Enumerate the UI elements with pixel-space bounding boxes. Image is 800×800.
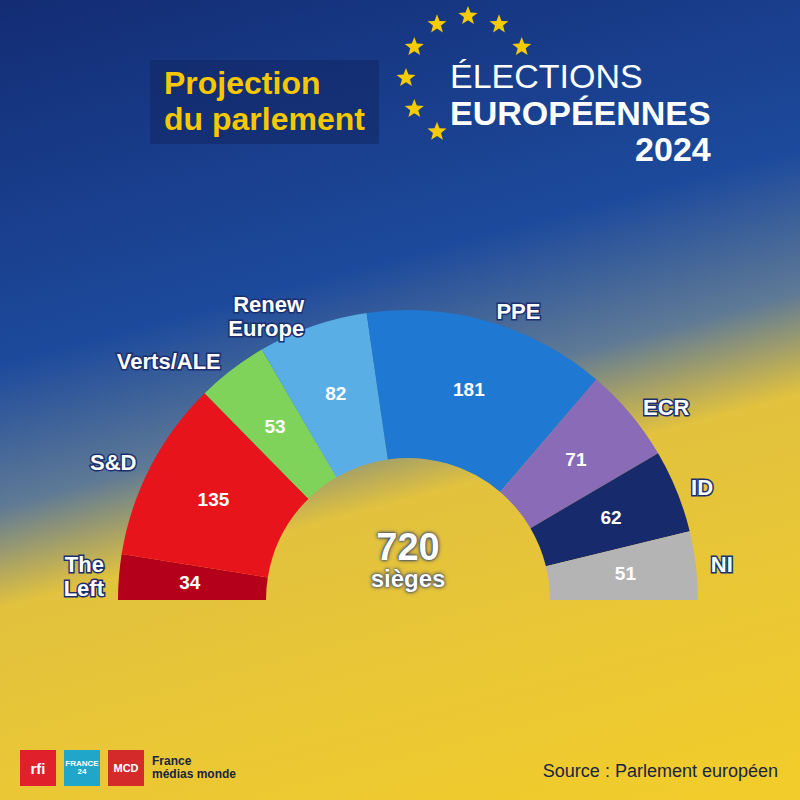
html-text:rfi: rfi — [30, 759, 46, 777]
html-text:France médias monde: France médias monde — [152, 754, 236, 781]
svg-text:S&D: S&D — [90, 450, 136, 475]
html-text:720: 720 — [376, 526, 440, 568]
html-text:Source : Parlement européen: Source : Parlement européen — [542, 761, 778, 781]
svg-text:ID: ID — [691, 475, 713, 500]
html-text:2024: 2024 — [635, 130, 711, 169]
svg-text:PPE: PPE — [496, 299, 540, 324]
svg-text:135: 135 — [198, 489, 230, 510]
html-text:sièges: sièges — [370, 565, 446, 592]
html-text:MCD: MCD — [113, 761, 139, 774]
svg-text:Renew: Renew — [233, 292, 305, 317]
svg-text:Verts/ALE: Verts/ALE — [117, 349, 221, 374]
svg-text:181: 181 — [453, 379, 485, 400]
svg-text:51: 51 — [615, 563, 637, 584]
svg-text:71: 71 — [565, 449, 587, 470]
html-text:Projection du parlement: Projection du parlement — [164, 65, 365, 137]
svg-text:62: 62 — [600, 507, 621, 528]
svg-text:ECR: ECR — [643, 395, 690, 420]
svg-text:53: 53 — [264, 416, 285, 437]
html-text:FRANCE 24: FRANCE 24 — [65, 759, 99, 776]
svg-text:Europe: Europe — [228, 316, 304, 341]
svg-text:Left: Left — [64, 576, 105, 601]
html-text:EUROPÉENNES: EUROPÉENNES — [450, 93, 711, 132]
svg-text:34: 34 — [179, 572, 201, 593]
svg-text:NI: NI — [711, 552, 733, 577]
svg-text:The: The — [65, 552, 104, 577]
html-text:ÉLECTIONS: ÉLECTIONS — [450, 57, 643, 95]
svg-text:82: 82 — [325, 383, 346, 404]
